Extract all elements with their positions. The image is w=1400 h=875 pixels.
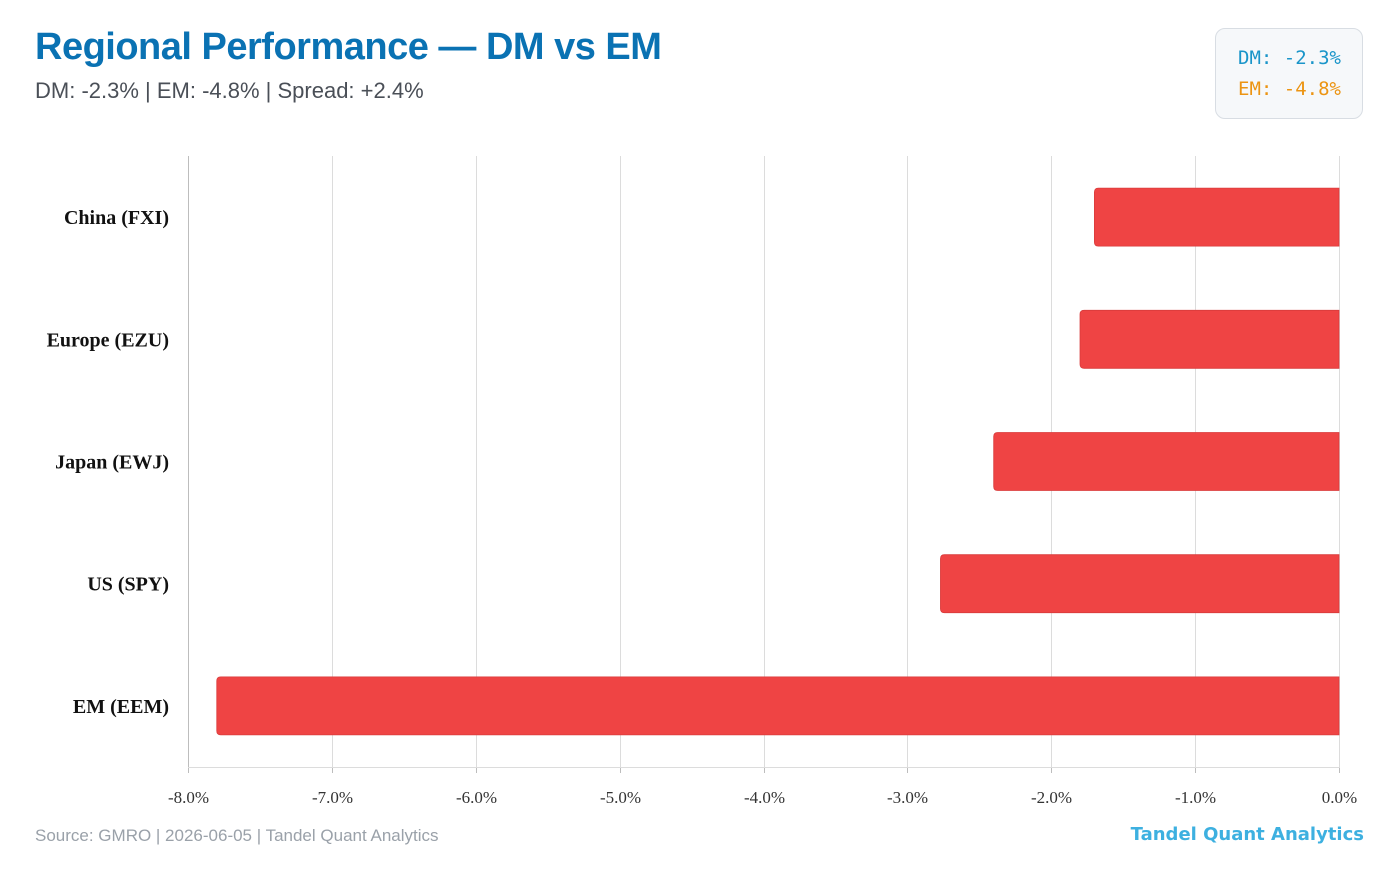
x-tick-label: -4.0% [744, 788, 785, 807]
chart-title: Regional Performance — DM vs EM [35, 26, 662, 68]
axes [188, 156, 1340, 773]
category-label: EM (EEM) [73, 696, 169, 718]
source-note: Source: GMRO | 2026-06-05 | Tandel Quant… [35, 826, 439, 845]
chart-subtitle: DM: -2.3% | EM: -4.8% | Spread: +2.4% [35, 78, 424, 103]
category-labels: China (FXI) Europe (EZU) Japan (EWJ) US (SP… [47, 207, 169, 718]
kpi-em-value: EM: -4.8% [1238, 78, 1341, 100]
bar-japan-ewj [993, 432, 1340, 491]
x-tick-label: -5.0% [600, 788, 641, 807]
bar-em-eem [216, 676, 1340, 736]
category-label: China (FXI) [64, 207, 169, 229]
kpi-summary-box: DM: -2.3% EM: -4.8% [1215, 28, 1363, 119]
tick-labels: -8.0% -7.0% -6.0% -5.0% -4.0% -3.0% -2.0% -1.0%… [168, 788, 1357, 807]
x-tick-label: -7.0% [312, 788, 353, 807]
bars [216, 187, 1340, 736]
x-tick-label: -3.0% [887, 788, 928, 807]
x-tick-label: -8.0% [168, 788, 209, 807]
kpi-dm-value: DM: -2.3% [1238, 47, 1341, 69]
brand-label: Tandel Quant Analytics [1130, 824, 1364, 845]
x-tick-label: -1.0% [1175, 788, 1216, 807]
bar-china-fxi [1094, 187, 1340, 247]
category-label: Europe (EZU) [47, 329, 169, 351]
category-label: Japan (EWJ) [55, 452, 169, 474]
x-tick-label: -2.0% [1031, 788, 1072, 807]
category-label: US (SPY) [87, 574, 169, 596]
bar-us-spy [940, 554, 1340, 614]
x-tick-label: -6.0% [456, 788, 497, 807]
bar-europe-ezu [1079, 309, 1340, 369]
x-tick-label: 0.0% [1322, 788, 1357, 807]
